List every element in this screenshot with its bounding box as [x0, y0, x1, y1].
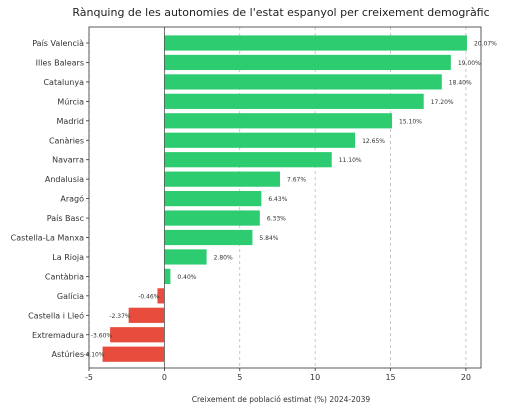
category-label: Múrcia — [57, 97, 84, 106]
plot-frame — [88, 26, 482, 369]
bar — [164, 54, 451, 71]
value-label: 5.84% — [259, 235, 278, 242]
bar — [164, 113, 393, 129]
category-label: Navarra — [52, 156, 84, 165]
x-tick-label: 5 — [237, 373, 242, 382]
category-label: Catalunya — [43, 78, 84, 87]
category-label: Madrid — [57, 117, 84, 126]
category-label: Aragó — [60, 194, 84, 204]
bar — [164, 249, 207, 265]
category-label: Andalusia — [45, 175, 84, 184]
value-label: 6.43% — [268, 196, 287, 203]
category-label: País Basc — [47, 214, 84, 223]
value-label: 0.40% — [177, 274, 196, 281]
value-label: 17.20% — [431, 99, 454, 106]
x-tick-label: -5 — [85, 373, 93, 382]
value-label: 7.67% — [287, 177, 306, 184]
value-label: 15.10% — [399, 118, 422, 125]
x-tick-label: 0 — [162, 373, 167, 382]
category-label: Galícia — [57, 292, 84, 301]
bar — [164, 132, 356, 148]
category-label: Cantàbria — [45, 272, 84, 281]
bar — [102, 346, 165, 362]
category-labels: País Valencià Illes Balears Catalunya Múrci… — [11, 39, 89, 359]
bar — [164, 152, 332, 168]
x-tick-label: 10 — [310, 373, 320, 382]
value-label: -0.46% — [138, 293, 160, 300]
category-label: Extremadura — [32, 331, 84, 340]
category-label: Castella-La Manxa — [11, 234, 84, 243]
x-tick-label: 20 — [461, 373, 471, 382]
bars — [102, 35, 467, 362]
value-labels: 20.07% 19.00% 18.40% 17.20% 15.10% 12.65% 11.1… — [83, 41, 497, 359]
bar — [128, 307, 165, 323]
bar — [110, 327, 165, 343]
bar — [164, 210, 260, 226]
category-label: Castella i Lleó — [28, 310, 84, 320]
x-axis-label: Creixement de població estimat (%) 2024-… — [192, 395, 371, 404]
bar — [164, 74, 442, 90]
value-label: -2.37% — [109, 313, 131, 320]
x-tick-label: 15 — [385, 373, 395, 382]
bar — [164, 93, 424, 109]
bar — [164, 191, 262, 207]
x-axis-ticks: -5 0 5 10 15 20 — [85, 368, 471, 382]
value-label: -3.60% — [91, 332, 113, 339]
category-label: Astúries — [52, 350, 84, 359]
value-label: 2.80% — [214, 254, 233, 261]
value-label: 6.33% — [267, 216, 286, 223]
value-label: 11.10% — [339, 157, 362, 164]
bar — [164, 171, 281, 187]
value-label: 12.65% — [362, 138, 385, 145]
category-label: La Rioja — [52, 253, 84, 262]
value-label: 18.40% — [449, 79, 472, 86]
bar — [164, 229, 253, 246]
bar — [164, 268, 171, 284]
value-label: 20.07% — [474, 41, 497, 48]
chart-title: Rànquing de les autonomies de l'estat es… — [72, 6, 489, 19]
value-label: 19.00% — [458, 60, 481, 67]
bar — [164, 35, 467, 51]
value-label: -4.10% — [83, 352, 105, 359]
category-label: Illes Balears — [36, 58, 84, 67]
category-label: País Valencià — [32, 39, 84, 48]
category-label: Canàries — [49, 136, 84, 145]
bar — [157, 288, 165, 304]
